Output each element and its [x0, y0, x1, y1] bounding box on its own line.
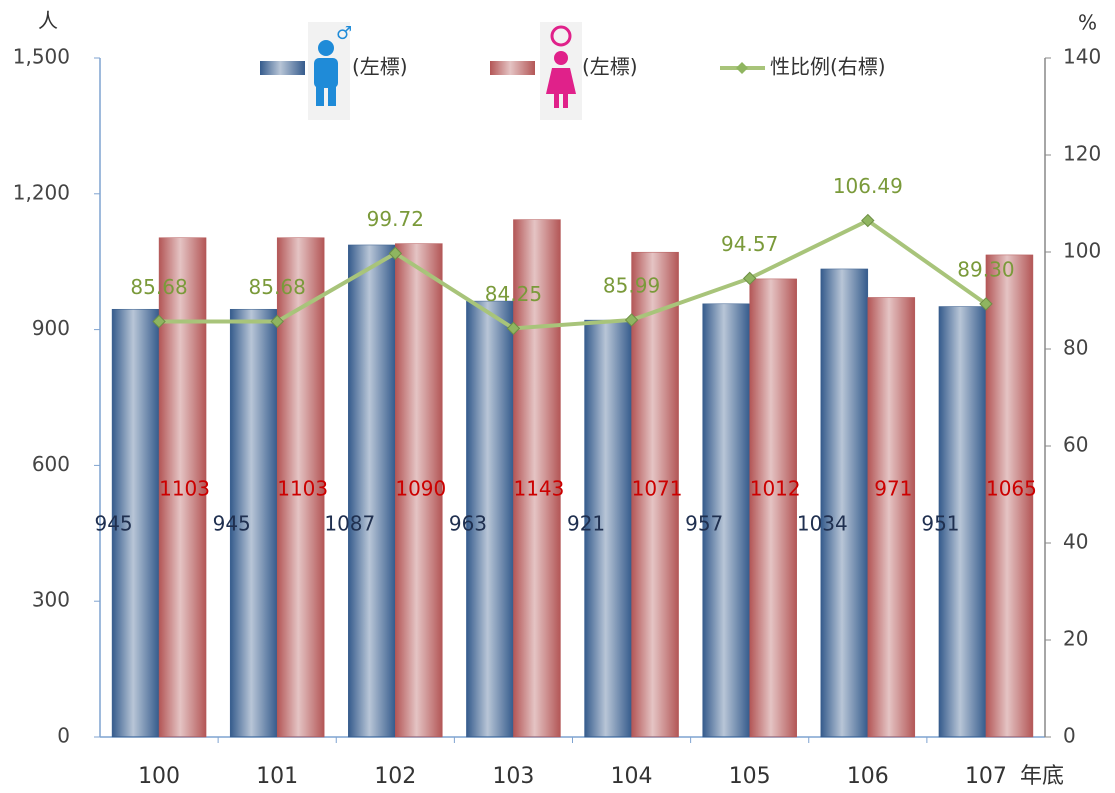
bar-value-label: 1071: [632, 477, 683, 501]
y2-tick-label: 80: [1063, 336, 1088, 360]
bar: [938, 306, 987, 738]
bar-value-label: 945: [213, 512, 251, 536]
x-tick-label: 107: [965, 764, 1007, 789]
y-axis-label: 人: [38, 9, 58, 33]
line-value-label: 85.68: [249, 275, 306, 299]
x-tick-label: 103: [492, 764, 534, 789]
line-value-label: 99.72: [367, 207, 424, 231]
bar: [276, 237, 325, 738]
line-point: [861, 213, 875, 228]
y-tick-label: 900: [32, 316, 70, 340]
x-tick-label: 102: [374, 764, 416, 789]
y-tick-label: 0: [57, 724, 70, 748]
bar-value-label: 971: [874, 477, 912, 501]
bar-value-label: 957: [685, 512, 723, 536]
line-value-label: 85.68: [130, 275, 187, 299]
bar-value-label: 1103: [159, 477, 210, 501]
line-point: [624, 313, 639, 327]
y2-axis-label: %: [1078, 11, 1097, 35]
bar-value-label: 1012: [750, 477, 801, 501]
bar: [466, 300, 514, 738]
bar: [584, 319, 632, 738]
line-point: [979, 297, 993, 311]
line-point: [506, 321, 521, 336]
bar: [702, 303, 750, 738]
line-point: [742, 271, 757, 286]
y2-tick-label: 140: [1063, 45, 1101, 69]
bar: [867, 297, 916, 738]
legend-label: (左標): [582, 55, 638, 79]
line-value-label: 106.49: [833, 174, 903, 198]
y2-tick-label: 40: [1063, 530, 1088, 554]
female-icon: [540, 22, 582, 120]
bar-value-label: 963: [449, 512, 487, 536]
legend-label: 性比例(右標): [770, 55, 886, 79]
y2-tick-label: 60: [1063, 433, 1088, 457]
legend-swatch: [490, 61, 535, 75]
line-point: [270, 314, 284, 329]
svg-text:♂: ♂: [336, 23, 352, 44]
bar: [348, 244, 396, 738]
bar-value-label: 1143: [513, 477, 564, 501]
x-tick-label: 101: [256, 764, 298, 789]
bar: [820, 268, 869, 738]
x-tick-label: 100: [138, 764, 180, 789]
line-value-label: 84.25: [485, 282, 542, 306]
bar: [985, 254, 1034, 738]
x-tick-label: 105: [729, 764, 771, 789]
bar: [749, 278, 797, 738]
legend-marker: [736, 62, 748, 74]
line-value-label: 89.30: [957, 257, 1014, 281]
bar: [395, 243, 443, 738]
y2-tick-label: 120: [1063, 142, 1101, 166]
bar-value-label: 1087: [324, 512, 375, 536]
bar-value-label: 1090: [395, 477, 446, 501]
y-tick-label: 1,200: [13, 180, 70, 204]
y-tick-label: 1,500: [13, 45, 70, 69]
male-icon: ♂: [308, 22, 352, 120]
bar: [229, 308, 278, 738]
bar: [111, 308, 160, 738]
y-tick-label: 300: [32, 588, 70, 612]
legend-label: (左標): [352, 55, 408, 79]
line-value-label: 85.99: [603, 273, 660, 297]
bar: [631, 251, 679, 738]
x-axis-label: 年底: [1020, 764, 1064, 789]
bar-value-label: 921: [567, 512, 605, 536]
bar-value-label: 1034: [797, 512, 848, 536]
x-tick-label: 104: [611, 764, 653, 789]
bar-value-label: 951: [921, 512, 959, 536]
bar-value-label: 1103: [277, 477, 328, 501]
bar-value-label: 945: [94, 512, 132, 536]
line: [159, 218, 988, 331]
x-tick-label: 106: [847, 764, 889, 789]
line-value-label: 94.57: [721, 232, 778, 256]
line-point: [388, 246, 403, 261]
y2-tick-label: 100: [1063, 239, 1101, 263]
legend-swatch: [260, 61, 305, 75]
bar-value-label: 1065: [986, 477, 1037, 501]
line-point: [152, 314, 166, 329]
y-tick-label: 600: [32, 452, 70, 476]
y2-tick-label: 20: [1063, 627, 1088, 651]
bar: [513, 219, 561, 738]
y2-tick-label: 0: [1063, 724, 1076, 748]
